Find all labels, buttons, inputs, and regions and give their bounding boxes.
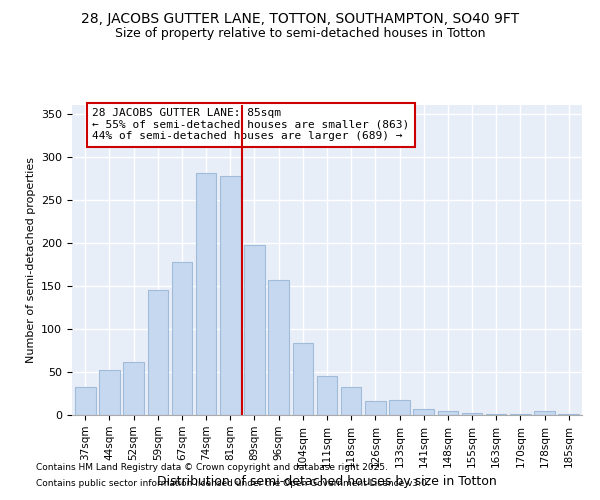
Text: Contains HM Land Registry data © Crown copyright and database right 2025.: Contains HM Land Registry data © Crown c… bbox=[36, 464, 388, 472]
Y-axis label: Number of semi-detached properties: Number of semi-detached properties bbox=[26, 157, 35, 363]
Bar bbox=[75, 388, 95, 415]
Text: Size of property relative to semi-detached houses in Totton: Size of property relative to semi-detach… bbox=[115, 28, 485, 40]
Bar bbox=[172, 262, 192, 415]
Bar bbox=[148, 290, 168, 415]
Bar bbox=[220, 176, 241, 415]
Bar bbox=[486, 414, 506, 415]
Bar bbox=[365, 401, 386, 415]
Bar bbox=[268, 280, 289, 415]
Text: 28 JACOBS GUTTER LANE: 85sqm
← 55% of semi-detached houses are smaller (863)
44%: 28 JACOBS GUTTER LANE: 85sqm ← 55% of se… bbox=[92, 108, 410, 142]
Bar bbox=[510, 414, 530, 415]
Bar bbox=[559, 414, 579, 415]
Bar bbox=[317, 376, 337, 415]
Bar bbox=[413, 409, 434, 415]
Bar bbox=[389, 400, 410, 415]
Bar bbox=[341, 388, 361, 415]
Bar bbox=[293, 342, 313, 415]
Bar bbox=[124, 362, 144, 415]
Bar bbox=[99, 370, 120, 415]
X-axis label: Distribution of semi-detached houses by size in Totton: Distribution of semi-detached houses by … bbox=[157, 475, 497, 488]
Bar bbox=[437, 410, 458, 415]
Text: Contains public sector information licensed under the Open Government Licence v3: Contains public sector information licen… bbox=[36, 478, 430, 488]
Bar bbox=[534, 410, 555, 415]
Text: 28, JACOBS GUTTER LANE, TOTTON, SOUTHAMPTON, SO40 9FT: 28, JACOBS GUTTER LANE, TOTTON, SOUTHAMP… bbox=[81, 12, 519, 26]
Bar bbox=[196, 173, 217, 415]
Bar bbox=[462, 414, 482, 415]
Bar bbox=[244, 246, 265, 415]
